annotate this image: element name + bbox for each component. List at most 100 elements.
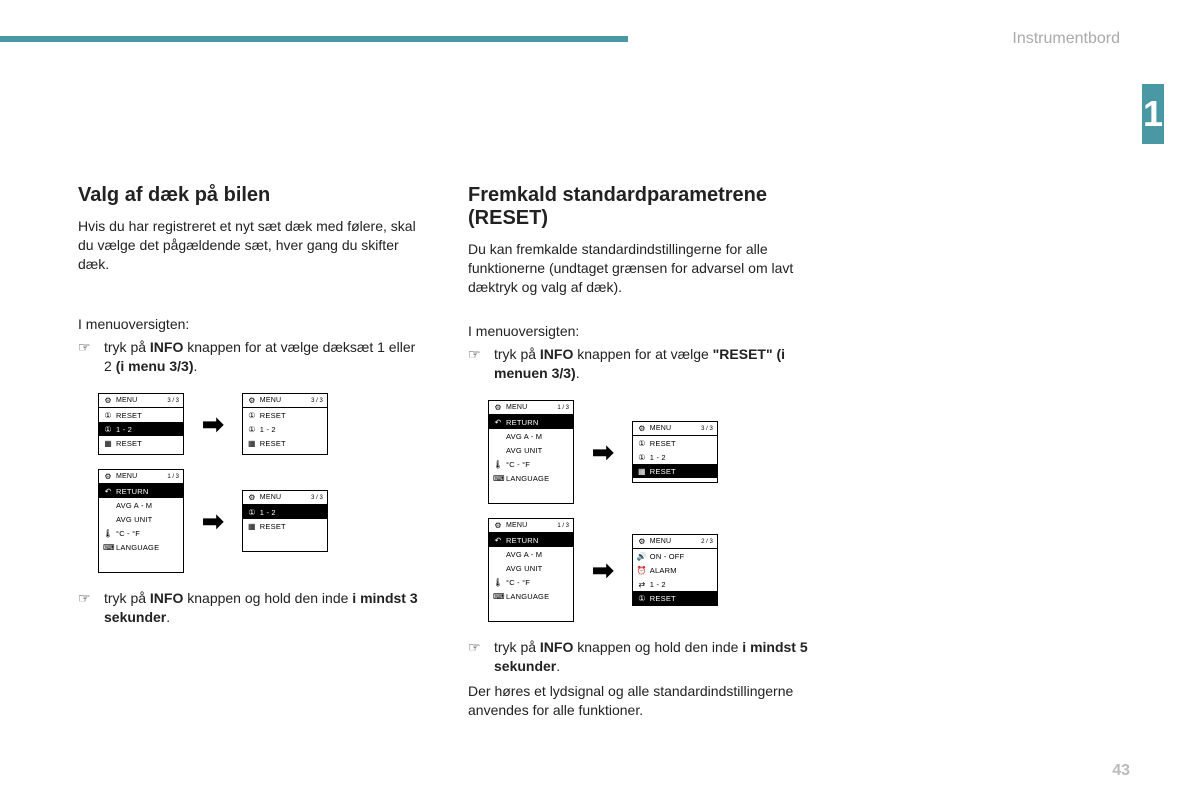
diagram-row: ⚙MENU1 / 3↶RETURNAVG A - MAVG UNIT🌡°C - … (98, 469, 426, 573)
row-icon: ▦ (103, 439, 113, 448)
right-intro: Du kan fremkalde standardindstillingerne… (468, 240, 816, 297)
diagram-row: ⚙MENU3 / 3①RESET①1 - 2▦RESET ➡ ⚙MENU3 / … (98, 393, 426, 455)
screen-row: AVG UNIT (489, 443, 573, 457)
right-column: Fremkald standardparametrene (RESET) Du … (468, 184, 816, 720)
row-label: 1 - 2 (260, 425, 323, 434)
top-accent-bar (0, 36, 628, 42)
row-icon: ⌨ (493, 592, 503, 601)
screen-row: ①RESET (99, 408, 183, 422)
row-label: ON - OFF (650, 552, 713, 561)
row-label: AVG A - M (506, 432, 569, 441)
row-label: MENU (650, 425, 698, 432)
row-label: ALARM (650, 566, 713, 575)
row-label: AVG UNIT (506, 564, 569, 573)
row-icon: ▦ (247, 522, 257, 531)
row-label: RESET (650, 439, 713, 448)
row-label: RESET (116, 439, 179, 448)
row-icon: ⚙ (637, 537, 647, 546)
row-icon: ① (247, 411, 257, 420)
row-icon: ⇄ (637, 580, 647, 589)
screen-header: ⚙MENU3 / 3 (633, 422, 717, 436)
screen-header: ⚙MENU1 / 3 (489, 401, 573, 415)
row-label: RETURN (506, 536, 569, 545)
right-step-1: tryk på INFO knappen for at vælge "RESET… (468, 345, 816, 383)
page-indicator: 3 / 3 (701, 426, 713, 432)
screen-row: ①RESET (633, 436, 717, 450)
screen-row: ⏰ALARM (633, 563, 717, 577)
row-icon: ⚙ (493, 403, 503, 412)
right-diagram-group: ⚙MENU1 / 3↶RETURNAVG A - MAVG UNIT🌡°C - … (488, 400, 816, 622)
left-column: Valg af dæk på bilen Hvis du har registr… (78, 184, 426, 720)
row-label: LANGUAGE (116, 543, 179, 552)
row-label: RETURN (116, 487, 179, 496)
row-label: MENU (506, 522, 554, 529)
page-number: 43 (1112, 762, 1130, 780)
row-label: RESET (650, 594, 713, 603)
chapter-tab: 1 (1142, 84, 1164, 144)
row-label: 1 - 2 (650, 580, 713, 589)
screen-row: ①1 - 2 (99, 422, 183, 436)
screen-row: AVG UNIT (489, 561, 573, 575)
row-icon: ⚙ (247, 493, 257, 502)
screen-row: ⌨LANGUAGE (99, 540, 183, 554)
row-label: LANGUAGE (506, 474, 569, 483)
screen-row: 🌡°C - °F (489, 457, 573, 471)
left-step-1: tryk på INFO knappen for at vælge dæksæt… (78, 338, 426, 376)
screen-row: ⌨LANGUAGE (489, 589, 573, 603)
row-icon: ① (637, 439, 647, 448)
screen-header: ⚙MENU3 / 3 (243, 394, 327, 408)
row-label: RESET (260, 522, 323, 531)
page-indicator: 3 / 3 (311, 495, 323, 501)
row-label: °C - °F (506, 460, 569, 469)
arrow-icon: ➡ (202, 409, 224, 440)
screen-row: ▦RESET (633, 464, 717, 478)
row-label: °C - °F (116, 529, 179, 538)
row-icon: ⚙ (103, 396, 113, 405)
menu-screen: ⚙MENU3 / 3①RESET①1 - 2 ▦RESET (98, 393, 184, 455)
row-icon: ① (103, 425, 113, 434)
screen-header: ⚙MENU3 / 3 (243, 491, 327, 505)
left-lead: I menuoversigten: (78, 316, 426, 332)
right-lead: I menuoversigten: (468, 323, 816, 339)
screen-row: AVG A - M (99, 498, 183, 512)
row-icon: ① (637, 594, 647, 603)
row-icon: ↶ (493, 536, 503, 545)
diagram-row: ⚙MENU1 / 3↶RETURNAVG A - MAVG UNIT🌡°C - … (488, 400, 816, 504)
screen-row: AVG A - M (489, 429, 573, 443)
screen-row: ⇄1 - 2 (633, 577, 717, 591)
row-label: °C - °F (506, 578, 569, 587)
menu-screen: ⚙MENU2 / 3🔊ON - OFF⏰ALARM⇄1 - 2①RESET (632, 534, 718, 606)
screen-row: ①1 - 2 (243, 505, 327, 519)
row-icon: ⚙ (637, 424, 647, 433)
menu-screen: ⚙MENU1 / 3↶RETURNAVG A - MAVG UNIT🌡°C - … (488, 518, 574, 622)
screen-header: ⚙MENU3 / 3 (99, 394, 183, 408)
left-diagram-group: ⚙MENU3 / 3①RESET①1 - 2▦RESET ➡ ⚙MENU3 / … (98, 393, 426, 573)
screen-row: ▦RESET (243, 436, 327, 450)
row-label: MENU (116, 397, 164, 404)
row-icon: 🌡 (103, 529, 113, 538)
row-icon: ⌨ (103, 543, 113, 552)
menu-screen: ⚙MENU1 / 3↶RETURNAVG A - MAVG UNIT🌡°C - … (98, 469, 184, 573)
page-indicator: 3 / 3 (311, 398, 323, 404)
row-label: RESET (650, 467, 713, 476)
row-icon: ① (637, 453, 647, 462)
row-icon: 🌡 (493, 460, 503, 469)
row-label: 1 - 2 (260, 508, 323, 517)
row-icon: ⌨ (493, 474, 503, 483)
row-icon: ▦ (637, 467, 647, 476)
page-indicator: 1 / 3 (557, 405, 569, 411)
row-icon: ⚙ (493, 521, 503, 530)
screen-row: 🌡°C - °F (489, 575, 573, 589)
screen-row: ①RESET (243, 408, 327, 422)
right-tail: Der høres et lydsignal og alle standardi… (468, 682, 816, 720)
content-columns: Valg af dæk på bilen Hvis du har registr… (78, 184, 816, 720)
row-icon: ↶ (103, 487, 113, 496)
arrow-icon: ➡ (202, 506, 224, 537)
screen-row: ▦RESET (243, 519, 327, 533)
page-indicator: 2 / 3 (701, 539, 713, 545)
row-label: MENU (650, 538, 698, 545)
row-icon: ⚙ (247, 396, 257, 405)
row-label: RESET (260, 411, 323, 420)
screen-row: ①RESET (633, 591, 717, 605)
screen-row: AVG UNIT (99, 512, 183, 526)
